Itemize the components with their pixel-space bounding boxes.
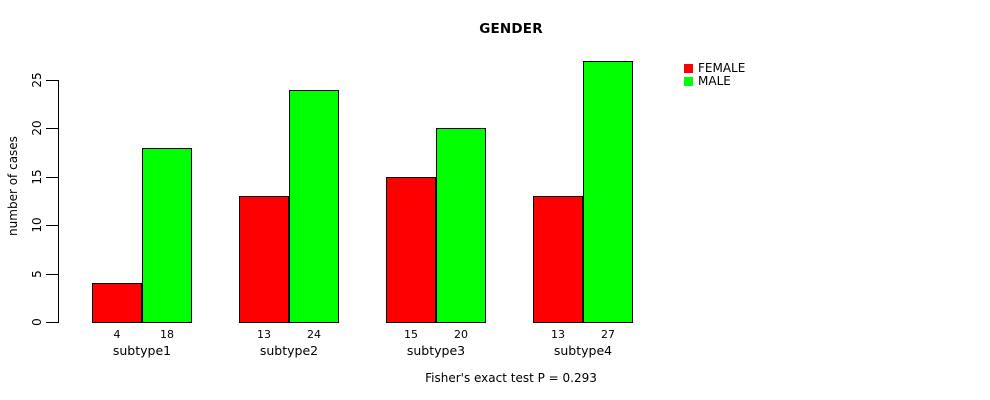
category-label-subtype3: subtype3 xyxy=(406,343,466,358)
female-color-swatch-icon xyxy=(684,64,693,73)
bar-male-subtype4 xyxy=(583,61,633,323)
y-axis-tick-label: 0 xyxy=(30,318,44,326)
bar-count-label: 4 xyxy=(113,328,121,341)
legend-label-female: FEMALE xyxy=(698,61,746,75)
bar-count-label: 13 xyxy=(551,328,565,341)
bar-female-subtype4 xyxy=(533,196,583,323)
bar-female-subtype3 xyxy=(386,177,436,323)
y-axis-tick xyxy=(46,322,58,323)
y-axis-tick xyxy=(46,177,58,178)
category-label-subtype2: subtype2 xyxy=(259,343,319,358)
chart-title: GENDER xyxy=(479,21,543,37)
footnote: Fisher's exact test P = 0.293 xyxy=(425,371,597,385)
bar-count-label: 24 xyxy=(307,328,321,341)
y-axis xyxy=(58,80,59,323)
bar-count-label: 18 xyxy=(160,328,174,341)
category-label-subtype4: subtype4 xyxy=(553,343,613,358)
bar-count-label: 27 xyxy=(601,328,615,341)
y-axis-tick xyxy=(46,80,58,81)
y-axis-tick-label: 5 xyxy=(30,270,44,278)
male-color-swatch-icon xyxy=(684,77,693,86)
y-axis-tick-label: 10 xyxy=(30,217,44,233)
bar-female-subtype1 xyxy=(92,283,142,323)
y-axis-tick xyxy=(46,225,58,226)
legend: FEMALE MALE xyxy=(684,62,745,88)
bar-count-label: 15 xyxy=(404,328,418,341)
bar-count-label: 13 xyxy=(257,328,271,341)
y-axis-tick xyxy=(46,128,58,129)
bar-male-subtype1 xyxy=(142,148,192,323)
legend-item-male: MALE xyxy=(684,75,745,88)
y-axis-tick-label: 20 xyxy=(30,120,44,136)
y-axis-tick-label: 25 xyxy=(30,72,44,88)
y-axis-tick-label: 15 xyxy=(30,169,44,185)
legend-label-male: MALE xyxy=(698,74,731,88)
legend-item-female: FEMALE xyxy=(684,62,745,75)
y-axis-tick xyxy=(46,274,58,275)
bar-male-subtype2 xyxy=(289,90,339,323)
bar-male-subtype3 xyxy=(436,128,486,323)
bar-count-label: 20 xyxy=(454,328,468,341)
category-label-subtype1: subtype1 xyxy=(112,343,172,358)
bar-female-subtype2 xyxy=(239,196,289,323)
